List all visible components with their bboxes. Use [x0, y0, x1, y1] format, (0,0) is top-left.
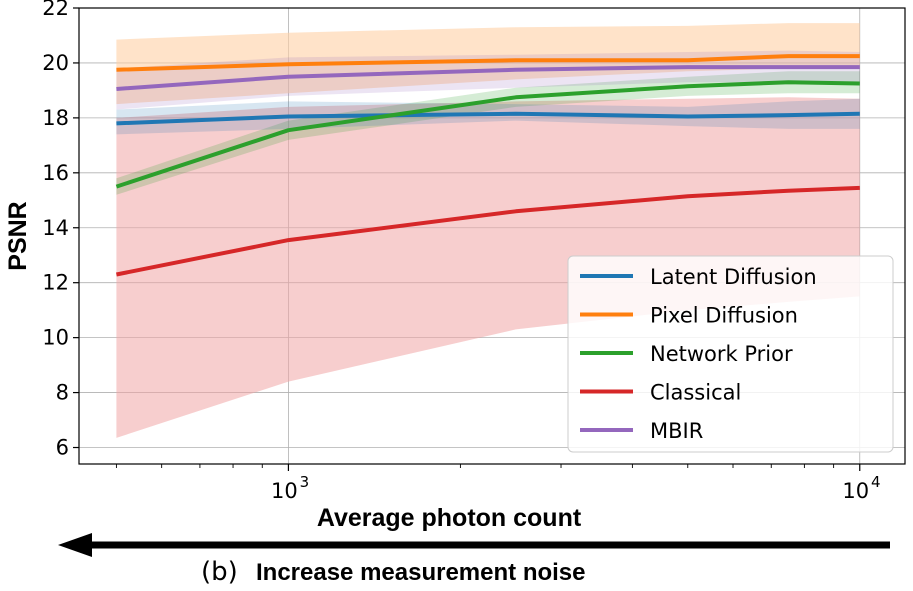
legend-label: MBIR — [650, 419, 703, 443]
legend: Latent Diffusion Pixel Diffusion Network P… — [567, 255, 894, 453]
y-tick-label: 10 — [42, 326, 69, 350]
band-classical — [116, 97, 860, 438]
line-network-prior — [115, 80, 860, 189]
x-tick-label: 10 — [842, 479, 869, 503]
line-pixel-diffusion — [116, 54, 860, 72]
y-tick-label: 6 — [56, 436, 69, 460]
x-axis-title: Average photon count — [317, 504, 582, 532]
legend-label: Pixel Diffusion — [650, 304, 798, 328]
line-mbir — [116, 65, 860, 91]
y-axis-title: PSNR — [4, 201, 32, 270]
y-tick-label: 20 — [42, 51, 69, 75]
y-tick-label: 22 — [42, 0, 69, 20]
line-classical — [116, 185, 860, 277]
x-tick-exponent: 4 — [871, 473, 881, 491]
y-tick-label: 12 — [42, 271, 69, 295]
band-pixel-diffusion — [116, 23, 860, 105]
legend-box — [567, 255, 894, 453]
y-tick-label: 8 — [56, 381, 69, 405]
x-tick-exponent: 3 — [300, 473, 310, 491]
plot-frame — [78, 7, 906, 465]
series-lines — [115, 54, 860, 277]
caption-text: Increase measurement noise — [256, 559, 586, 586]
band-latent-diffusion — [116, 98, 860, 135]
caption-letter: (b) — [201, 557, 238, 587]
legend-label: Network Prior — [650, 342, 793, 366]
y-axis-ticks: 6 8 10 12 14 16 18 20 22 — [42, 0, 79, 460]
x-axis-ticks: 10 3 10 4 — [115, 464, 881, 503]
legend-label: Classical — [650, 381, 741, 405]
y-tick-label: 16 — [42, 161, 69, 185]
arrow-head — [58, 533, 92, 557]
noise-direction-arrow — [58, 533, 890, 557]
y-tick-label: 14 — [42, 216, 69, 240]
legend-label: Latent Diffusion — [650, 265, 817, 289]
y-tick-label: 18 — [42, 106, 69, 130]
line-latent-diffusion — [116, 111, 860, 126]
x-tick-label: 10 — [271, 479, 298, 503]
